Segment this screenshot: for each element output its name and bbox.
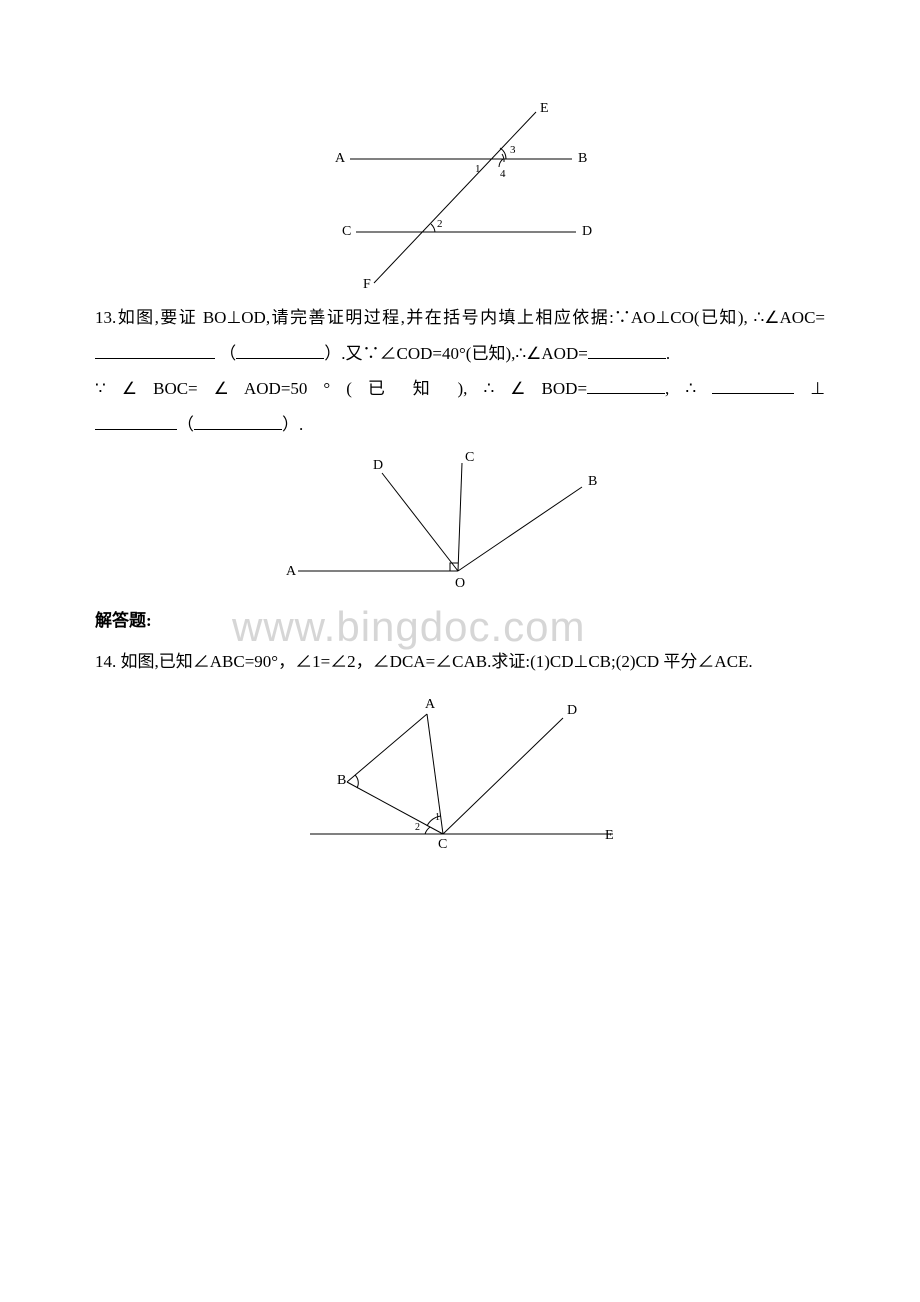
svg-text:A: A <box>335 151 346 166</box>
q13-line2: ∵ ∠ BOC= ∠ AOD=50 ° ( 已 知 ), ∴ ∠ BOD= , ∴… <box>95 371 825 407</box>
q13-blank6 <box>95 410 177 430</box>
svg-text:1: 1 <box>435 812 440 823</box>
q13-p1c: ）.又∵∠COD=40°(已知),∴∠AOD= <box>324 344 588 363</box>
q14-text: 14. 如图,已知∠ABC=90°，∠1=∠2，∠DCA=∠CAB.求证:(1)… <box>95 644 825 680</box>
q13-blank7 <box>194 410 282 430</box>
q13-period1: . <box>666 344 670 363</box>
svg-text:A: A <box>286 564 297 579</box>
svg-text:2: 2 <box>415 822 420 833</box>
svg-text:4: 4 <box>500 168 506 180</box>
q13-l2b: , ∴ <box>665 379 712 398</box>
q13-blank4 <box>587 375 665 395</box>
svg-text:F: F <box>363 277 371 292</box>
svg-text:O: O <box>455 576 465 591</box>
svg-text:B: B <box>588 474 597 489</box>
svg-text:D: D <box>582 224 592 239</box>
q13-blank2 <box>236 339 324 359</box>
figure-12: A B C D E F 1 3 4 2 <box>320 100 600 300</box>
q13-line1: 13.如图,要证 BO⊥OD,请完善证明过程,并在括号内填上相应依据:∵AO⊥C… <box>95 300 825 371</box>
figure-13: A O B C D <box>280 451 640 591</box>
svg-text:2: 2 <box>437 218 443 230</box>
svg-text:B: B <box>578 151 587 166</box>
q13-p1o: （ <box>215 344 236 363</box>
section-title: 解答题: <box>95 603 825 639</box>
q13-p2c: ）. <box>282 415 303 434</box>
svg-text:C: C <box>438 837 447 852</box>
svg-text:C: C <box>465 451 474 465</box>
q13-blank5 <box>712 375 794 395</box>
svg-text:D: D <box>567 703 577 718</box>
q13-prefix: 13.如图,要证 BO⊥OD,请完善证明过程,并在括号内填上相应依据:∵AO⊥C… <box>95 308 825 327</box>
q13-line3: （ ）. <box>95 407 825 443</box>
svg-text:E: E <box>605 828 614 843</box>
svg-text:3: 3 <box>510 144 516 156</box>
svg-text:C: C <box>342 224 351 239</box>
page: A B C D E F 1 3 4 2 13.如图,要证 BO⊥OD,请完善证明… <box>0 0 920 916</box>
q13-perp: ⊥ <box>794 379 825 398</box>
q13-blank1 <box>95 339 215 359</box>
q13-blank3 <box>588 339 666 359</box>
figure-14: A B C D E 1 2 <box>275 696 645 856</box>
svg-text:D: D <box>373 458 383 473</box>
svg-text:A: A <box>425 697 436 712</box>
svg-text:E: E <box>540 101 549 116</box>
svg-text:1: 1 <box>475 163 481 175</box>
q13-l2a: ∵ ∠ BOC= ∠ AOD=50 ° ( 已 知 ), ∴ ∠ BOD= <box>95 379 587 398</box>
svg-text:B: B <box>337 773 346 788</box>
q13-p2o: （ <box>177 415 194 434</box>
